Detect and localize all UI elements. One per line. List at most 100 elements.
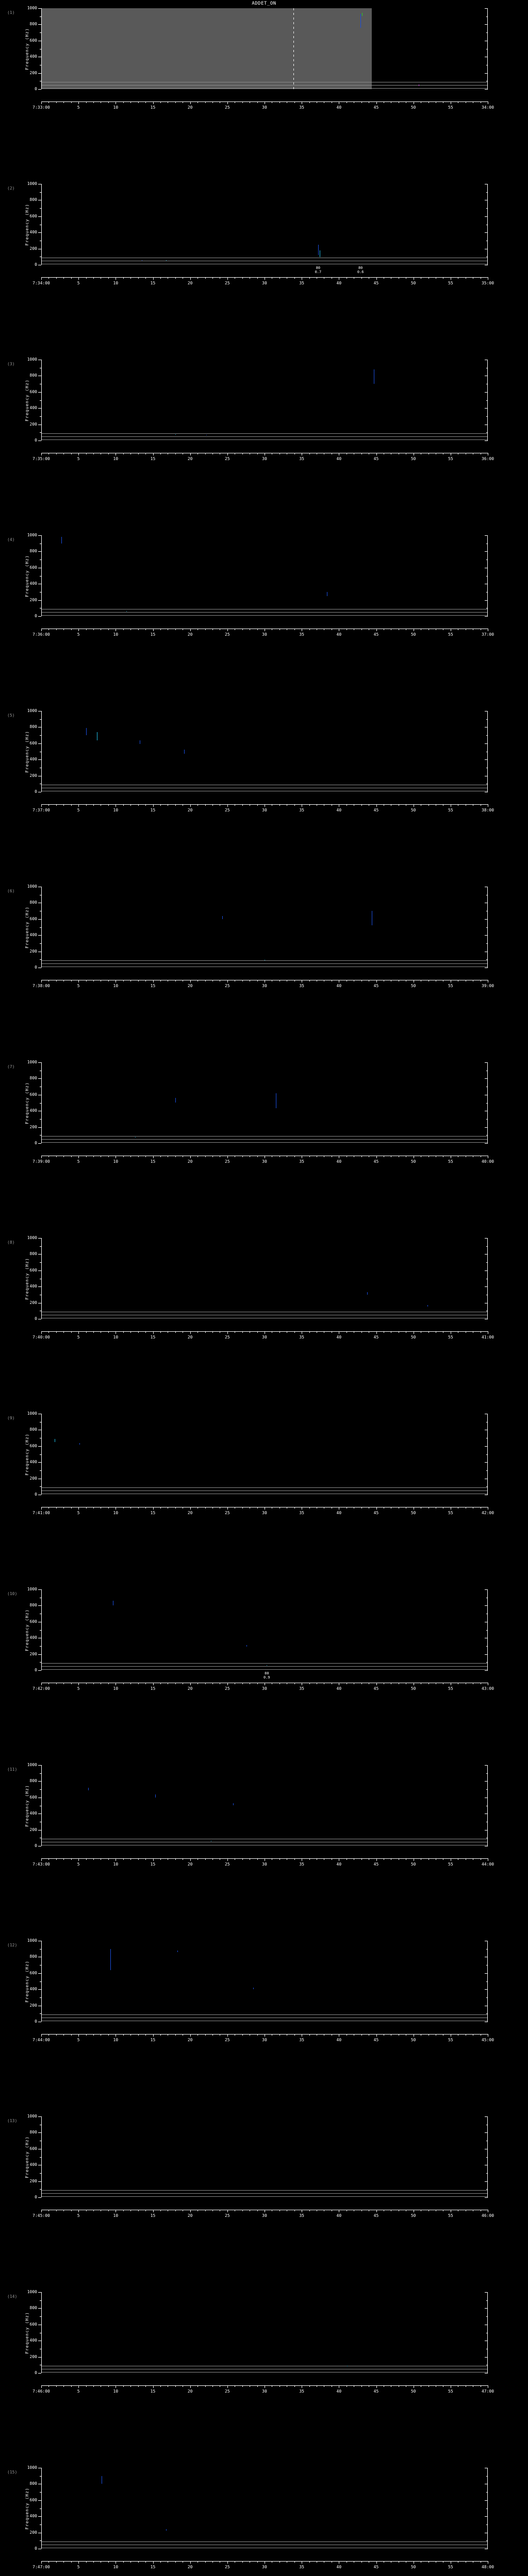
x-axis-minor-tick: [212, 101, 213, 103]
x-axis-tick: [190, 1331, 191, 1334]
x-axis-tick: [376, 980, 377, 982]
x-axis-tick: [41, 2210, 42, 2212]
x-axis-tick-label: 40: [336, 2389, 342, 2394]
plot-area[interactable]: [41, 1765, 488, 1846]
y-axis-tick-label: 1000: [27, 533, 37, 537]
spectrogram-panel[interactable]: (3) Frequency (Hz) 0 200 400 600 800 1000 7:35:0…: [0, 357, 528, 535]
x-axis-minor-tick: [197, 2034, 199, 2036]
plot-area[interactable]: [41, 8, 488, 89]
plot-area[interactable]: [41, 711, 488, 792]
y-axis-tick-label: 400: [29, 933, 37, 938]
x-axis-minor-tick: [309, 1156, 310, 1157]
x-axis-tick-label: 45: [373, 2213, 379, 2218]
spectrogram-panel[interactable]: (10) Frequency (Hz) 0 200 400 600 800 1000 80 0.9…: [0, 1587, 528, 1765]
spectrogram-panel[interactable]: (5) Frequency (Hz) 0 200 400 600 800 1000 7:37:0…: [0, 708, 528, 887]
y-axis-tick-label: 200: [29, 1476, 37, 1481]
spectrogram-panel[interactable]: (1) Frequency (Hz) 0 200 400 600 800 1000 7:33:0…: [0, 6, 528, 184]
x-axis-minor-tick: [257, 1156, 258, 1157]
y-axis-tick-label: 200: [29, 246, 37, 251]
x-axis-minor-tick: [294, 453, 295, 454]
spectrogram-panel[interactable]: (11) Frequency (Hz) 0 200 400 600 800 1000 7:43:…: [0, 1762, 528, 1941]
x-axis-minor-tick: [108, 453, 109, 454]
right-axis-tick: [485, 2132, 488, 2133]
spectrogram-panel[interactable]: (2) Frequency (Hz) 0 200 400 600 800 1000 80 0.7 8…: [0, 181, 528, 360]
x-axis-tick: [153, 2034, 154, 2037]
x-axis-tick-label: 40: [336, 105, 342, 110]
x-axis-tick-label: 50: [410, 1159, 416, 1164]
y-axis-title: Frequency (Hz): [25, 2487, 30, 2530]
plot-area[interactable]: [41, 184, 488, 265]
right-axis-tick: [485, 2308, 488, 2309]
y-axis-tick-label: 400: [29, 1460, 37, 1465]
x-axis-minor-tick: [242, 1507, 243, 1509]
spectrogram-panel[interactable]: (15) Frequency (Hz) 0 200 400 600 800 1000 7:47:…: [0, 2465, 528, 2576]
plot-area[interactable]: [41, 360, 488, 440]
x-axis-minor-tick: [160, 101, 161, 103]
plot-area[interactable]: [41, 2292, 488, 2373]
y-axis-tick-label: 400: [29, 2162, 37, 2167]
x-axis-minor-tick: [145, 1683, 146, 1684]
x-axis-minor-tick: [197, 1683, 199, 1684]
x-axis-minor-tick: [160, 980, 161, 981]
x-axis-tick-label: 7:41:00: [32, 1511, 50, 1515]
x-axis-minor-tick: [160, 1507, 161, 1509]
spectrogram-panel[interactable]: (12) Frequency (Hz) 0 200 400 600 800 1000 7:44:…: [0, 1938, 528, 2116]
x-axis-tick-label: 20: [187, 2038, 193, 2042]
y-axis-tick-label: 800: [29, 1954, 37, 1959]
x-axis-minor-tick: [279, 2385, 280, 2387]
x-axis-tick-label: 30: [262, 632, 267, 637]
y-axis-tick-label: 0: [35, 789, 37, 794]
y-axis-tick-label: 400: [29, 1635, 37, 1640]
x-axis-tick: [78, 629, 79, 631]
plot-area[interactable]: [41, 1238, 488, 1319]
x-axis-tick: [190, 2561, 191, 2564]
x-axis-minor-tick: [56, 2561, 57, 2563]
spectrogram-panel[interactable]: (9) Frequency (Hz) 0 200 400 600 800 1000 7:41:0…: [0, 1411, 528, 1589]
x-axis-minor-tick: [197, 1858, 199, 1860]
x-axis-minor-tick: [56, 629, 57, 630]
x-axis-minor-tick: [279, 277, 280, 279]
plot-area[interactable]: [41, 887, 488, 968]
spectrogram-panel[interactable]: (8) Frequency (Hz) 0 200 400 600 800 1000 7:40:0…: [0, 1235, 528, 1414]
x-axis-minor-tick: [48, 2385, 50, 2387]
x-axis-minor-tick: [242, 2561, 243, 2563]
y-axis-tick-label: 600: [29, 2497, 37, 2502]
x-axis-tick: [78, 804, 79, 807]
plot-area[interactable]: [41, 1062, 488, 1143]
y-axis-tick-label: 200: [29, 773, 37, 778]
right-axis-minor-tick: [486, 2300, 488, 2301]
x-axis-tick-label: 50: [410, 456, 416, 461]
y-axis-tick-label: 600: [29, 213, 37, 218]
x-axis-tick-label: 30: [262, 1335, 267, 1340]
x-axis-tick: [78, 1858, 79, 1861]
plot-area[interactable]: [41, 2116, 488, 2197]
x-axis-tick-label: 10: [113, 808, 119, 812]
plot-area[interactable]: [41, 1414, 488, 1495]
right-axis-minor-tick: [486, 1246, 488, 1247]
x-axis-tick: [78, 980, 79, 982]
x-axis-minor-tick: [346, 804, 347, 806]
x-axis-minor-tick: [205, 1156, 206, 1157]
spectrogram-panel[interactable]: (7) Frequency (Hz) 0 200 400 600 800 1000 7:39:0…: [0, 1060, 528, 1238]
spectrogram-panel[interactable]: (4) Frequency (Hz) 0 200 400 600 800 1000 7:36:0…: [0, 533, 528, 711]
detection-trace: [253, 1988, 254, 1990]
x-axis-minor-tick: [86, 2210, 87, 2211]
x-axis-tick: [190, 277, 191, 280]
plot-area[interactable]: [41, 2468, 488, 2549]
x-axis-tick: [41, 277, 42, 280]
right-axis-tick: [485, 2500, 488, 2501]
y-axis-minor-tick: [40, 16, 41, 17]
right-axis-minor-tick: [486, 416, 488, 417]
plot-area[interactable]: [41, 1941, 488, 2022]
y-axis-tick-label: 600: [29, 1794, 37, 1800]
spectrogram-panel[interactable]: (6) Frequency (Hz) 0 200 400 600 800 1000 7:38:0…: [0, 884, 528, 1062]
plot-area[interactable]: [41, 535, 488, 616]
plot-area[interactable]: [41, 1589, 488, 1670]
spectrogram-panel[interactable]: (14) Frequency (Hz) 0 200 400 600 800 1000 7:46:…: [0, 2290, 528, 2468]
x-axis-minor-tick: [138, 453, 139, 454]
x-axis-tick-label: 15: [150, 456, 156, 461]
x-axis-tick-label: 45: [373, 1511, 379, 1515]
x-axis-minor-tick: [294, 277, 295, 279]
x-axis-tick-label: 5: [77, 1862, 80, 1867]
spectrogram-panel[interactable]: (13) Frequency (Hz) 0 200 400 600 800 1000 7:45:…: [0, 2114, 528, 2292]
